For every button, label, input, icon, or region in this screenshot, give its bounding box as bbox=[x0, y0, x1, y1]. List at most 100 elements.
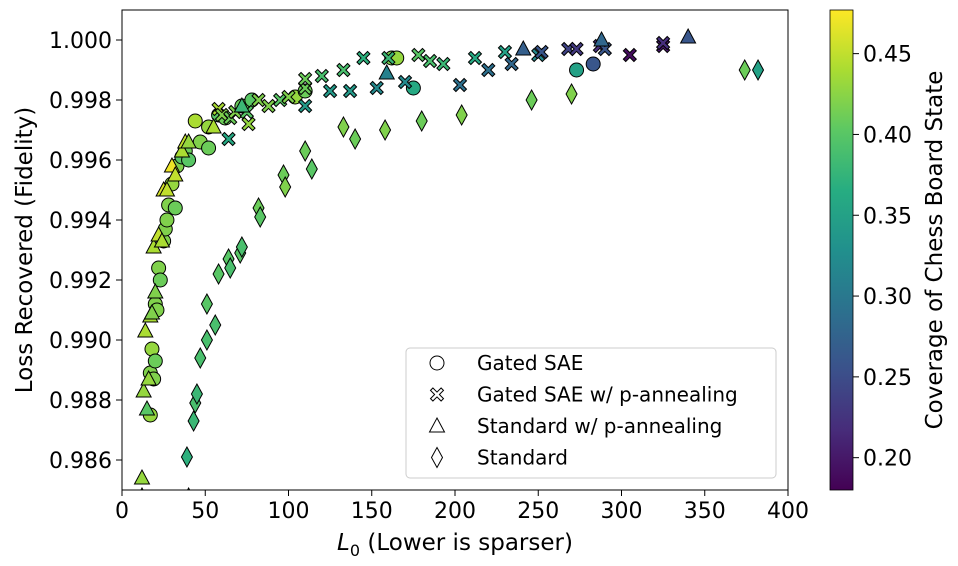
gated-sae-point bbox=[167, 200, 183, 216]
standard-point bbox=[378, 118, 392, 142]
gated-sae-w-p-annealing-point bbox=[534, 44, 549, 60]
gated-sae-w-p-annealing-point bbox=[241, 116, 256, 132]
standard-point bbox=[299, 139, 312, 163]
standard-w-p-annealing-point bbox=[233, 96, 251, 113]
standard-point bbox=[349, 127, 362, 151]
x-tick-label: 350 bbox=[684, 499, 726, 524]
y-tick-label: 0.988 bbox=[49, 389, 112, 414]
standard-w-p-annealing-point bbox=[173, 141, 191, 158]
standard-point bbox=[209, 313, 222, 337]
standard-point bbox=[525, 88, 538, 112]
y-tick-label: 0.998 bbox=[49, 89, 112, 114]
colorbar-label: Coverage of Chess Board State bbox=[922, 71, 948, 430]
gated-sae-w-p-annealing-point bbox=[342, 83, 358, 99]
legend-marker-gated-sae-w-p-annealing bbox=[429, 387, 445, 402]
gated-sae-w-p-annealing-point bbox=[622, 47, 638, 63]
standard-w-p-annealing-point bbox=[140, 369, 157, 386]
colorbar-tick-label: 0.20 bbox=[863, 447, 912, 472]
standard-point bbox=[337, 115, 350, 139]
gated-sae-point bbox=[201, 140, 217, 156]
standard-w-p-annealing-point bbox=[180, 132, 197, 149]
gated-sae-w-p-annealing-point bbox=[411, 47, 426, 63]
gated-sae-w-p-annealing-point bbox=[569, 41, 584, 57]
standard-w-p-annealing-point bbox=[133, 468, 151, 485]
gated-sae-w-p-annealing-point bbox=[322, 83, 338, 99]
standard-point bbox=[200, 328, 213, 352]
standard-w-p-annealing-point bbox=[679, 27, 697, 44]
standard-point bbox=[565, 82, 578, 106]
gated-sae-w-p-annealing-point bbox=[481, 62, 496, 78]
standard-point bbox=[235, 235, 248, 259]
standard-point bbox=[254, 205, 267, 229]
gated-sae-w-p-annealing-point bbox=[314, 68, 330, 84]
gated-sae-w-p-annealing-point bbox=[497, 44, 513, 60]
gated-sae-w-p-annealing-point bbox=[221, 131, 236, 147]
gated-sae-w-p-annealing-point bbox=[655, 35, 671, 51]
standard-point bbox=[190, 382, 203, 406]
standard-w-p-annealing-point bbox=[514, 39, 532, 56]
standard-w-p-annealing-point bbox=[136, 321, 154, 338]
y-tick-label: 0.986 bbox=[49, 449, 112, 474]
gated-sae-point bbox=[569, 62, 585, 78]
standard-point bbox=[279, 175, 292, 199]
standard-point bbox=[200, 292, 213, 316]
colorbar-ticks: 0.20 0.25 0.30 0.35 0.40 0.45 bbox=[853, 43, 912, 472]
x-tick-label: 200 bbox=[434, 499, 476, 524]
standard-w-p-annealing-point bbox=[378, 63, 396, 80]
colorbar-tick-label: 0.35 bbox=[863, 204, 912, 229]
gated-sae-w-p-annealing-point bbox=[356, 50, 371, 66]
y-tick-label: 0.990 bbox=[49, 329, 112, 354]
gated-sae-w-p-annealing-point bbox=[272, 92, 288, 108]
data-points bbox=[133, 27, 765, 490]
gated-sae-w-p-annealing-point bbox=[504, 56, 519, 72]
standard-point bbox=[180, 445, 194, 469]
legend: Gated SAE Gated SAE w/ p-annealing Standar… bbox=[405, 347, 777, 479]
legend-box bbox=[405, 347, 777, 479]
colorbar bbox=[829, 9, 854, 491]
x-tick-label: 50 bbox=[191, 499, 219, 524]
y-axis-ticks: 0.986 0.988 0.990 0.992 0.994 0.996 0.998 1.000 bbox=[49, 29, 122, 474]
gated-sae-w-p-annealing-point bbox=[336, 62, 351, 78]
standard-w-p-annealing-point bbox=[146, 282, 164, 299]
standard-point bbox=[751, 58, 765, 82]
gated-sae-w-p-annealing-point bbox=[297, 98, 313, 114]
gated-sae-point bbox=[187, 113, 203, 129]
x-tick-label: 300 bbox=[601, 499, 643, 524]
x-tick-label: 250 bbox=[517, 499, 559, 524]
legend-label-gated-sae-w-p-annealing: Gated SAE w/ p-annealing bbox=[477, 383, 738, 407]
y-tick-label: 1.000 bbox=[49, 29, 112, 54]
gated-sae-w-p-annealing-point bbox=[281, 89, 296, 105]
x-tick-label: 150 bbox=[351, 499, 393, 524]
standard-w-p-annealing-point bbox=[138, 399, 156, 416]
colorbar-tick-label: 0.45 bbox=[863, 43, 912, 68]
standard-w-p-annealing-point bbox=[135, 381, 152, 398]
standard-point bbox=[305, 157, 318, 181]
legend-marker-standard bbox=[430, 446, 444, 469]
gated-sae-point bbox=[152, 272, 168, 288]
y-tick-label: 0.994 bbox=[49, 209, 112, 234]
standard-point bbox=[224, 256, 237, 280]
legend-marker-gated-sae bbox=[429, 355, 445, 371]
x-axis-label: L0 (Lower is sparser) bbox=[337, 530, 573, 560]
standard-point bbox=[738, 58, 751, 82]
gated-sae-point bbox=[585, 56, 601, 72]
gated-sae-w-p-annealing-point bbox=[467, 50, 483, 66]
gated-sae-w-p-annealing-point bbox=[422, 53, 438, 69]
gated-sae-point bbox=[147, 353, 163, 369]
y-tick-label: 0.996 bbox=[49, 149, 112, 174]
gated-sae-w-p-annealing-point bbox=[436, 56, 451, 72]
gated-sae-w-p-annealing-point bbox=[397, 74, 413, 90]
gated-sae-w-p-annealing-point bbox=[297, 71, 313, 87]
standard-w-p-annealing-point bbox=[143, 303, 161, 320]
y-tick-label: 0.992 bbox=[49, 269, 112, 294]
y-axis-label: Loss Recovered (Fidelity) bbox=[12, 107, 38, 393]
colorbar-tick-label: 0.25 bbox=[863, 366, 912, 391]
standard-point bbox=[415, 109, 428, 133]
x-tick-label: 400 bbox=[767, 499, 809, 524]
gated-sae-w-p-annealing-point bbox=[369, 80, 384, 96]
standard-point bbox=[187, 409, 200, 433]
x-axis-ticks: 0 50 100 150 200 250 300 350 400 bbox=[115, 490, 809, 524]
legend-label-standard-w-p-annealing: Standard w/ p-annealing bbox=[477, 414, 722, 438]
